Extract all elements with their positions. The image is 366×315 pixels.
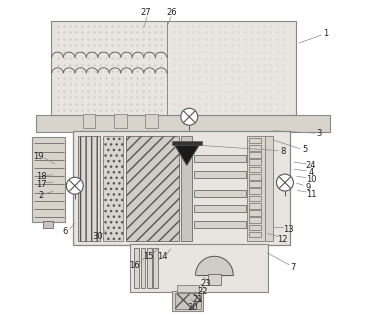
Text: 15: 15 bbox=[143, 252, 153, 261]
Bar bbox=[145, 114, 158, 128]
Bar bbox=[175, 293, 201, 309]
Bar bbox=[249, 203, 261, 209]
Text: 9: 9 bbox=[305, 183, 310, 192]
Text: 26: 26 bbox=[167, 8, 178, 17]
Text: 21: 21 bbox=[193, 295, 203, 304]
Text: 10: 10 bbox=[306, 175, 316, 184]
Text: 13: 13 bbox=[283, 225, 294, 233]
Bar bbox=[141, 249, 145, 288]
Bar bbox=[249, 145, 261, 151]
Text: 22: 22 bbox=[197, 287, 208, 296]
Bar bbox=[249, 181, 261, 187]
Bar bbox=[177, 285, 199, 292]
Bar bbox=[249, 225, 261, 230]
Text: 1: 1 bbox=[323, 29, 328, 38]
Bar bbox=[44, 221, 53, 228]
Bar bbox=[147, 249, 152, 288]
Bar bbox=[249, 232, 261, 238]
Circle shape bbox=[181, 108, 198, 125]
Text: 12: 12 bbox=[277, 235, 288, 244]
Text: 8: 8 bbox=[280, 147, 285, 156]
Bar bbox=[83, 114, 95, 128]
Text: 17: 17 bbox=[36, 180, 46, 189]
Bar bbox=[153, 249, 158, 288]
Text: 23: 23 bbox=[200, 279, 211, 288]
Bar bbox=[249, 138, 261, 143]
Bar bbox=[103, 135, 123, 241]
Bar bbox=[249, 217, 261, 223]
Circle shape bbox=[66, 177, 83, 194]
Text: 7: 7 bbox=[291, 263, 296, 272]
Bar bbox=[194, 190, 246, 197]
Bar bbox=[249, 196, 261, 201]
Text: 20: 20 bbox=[188, 303, 198, 312]
Bar bbox=[36, 115, 330, 132]
Bar bbox=[249, 152, 261, 158]
Bar bbox=[249, 167, 261, 172]
Bar bbox=[194, 171, 246, 178]
Bar bbox=[194, 155, 246, 162]
Bar bbox=[130, 244, 268, 292]
Circle shape bbox=[276, 174, 294, 191]
Bar bbox=[247, 135, 265, 241]
Text: 2: 2 bbox=[39, 191, 44, 200]
Text: 6: 6 bbox=[63, 227, 68, 236]
Text: 14: 14 bbox=[157, 252, 168, 261]
Bar bbox=[208, 274, 221, 284]
Bar bbox=[194, 221, 246, 228]
Polygon shape bbox=[173, 143, 200, 165]
Bar bbox=[78, 135, 100, 241]
Bar bbox=[249, 174, 261, 180]
Text: 27: 27 bbox=[141, 8, 151, 17]
Bar bbox=[33, 137, 66, 222]
Bar bbox=[172, 291, 203, 311]
Text: 19: 19 bbox=[33, 152, 43, 161]
Bar bbox=[249, 159, 261, 165]
Text: 16: 16 bbox=[129, 261, 140, 270]
Text: 24: 24 bbox=[306, 161, 316, 170]
Text: 11: 11 bbox=[306, 190, 316, 199]
Text: 5: 5 bbox=[302, 145, 307, 154]
Bar bbox=[265, 135, 273, 241]
Bar bbox=[172, 141, 202, 145]
Bar bbox=[114, 114, 127, 128]
Bar bbox=[182, 135, 193, 241]
Text: 30: 30 bbox=[92, 232, 103, 241]
Bar bbox=[194, 205, 246, 212]
Bar bbox=[249, 210, 261, 216]
Bar bbox=[126, 135, 179, 241]
Text: 18: 18 bbox=[36, 172, 46, 181]
Text: 4: 4 bbox=[308, 168, 314, 177]
Bar bbox=[73, 131, 290, 245]
Bar bbox=[134, 249, 139, 288]
Bar bbox=[249, 188, 261, 194]
Text: 3: 3 bbox=[317, 129, 322, 139]
Bar bbox=[51, 21, 296, 115]
